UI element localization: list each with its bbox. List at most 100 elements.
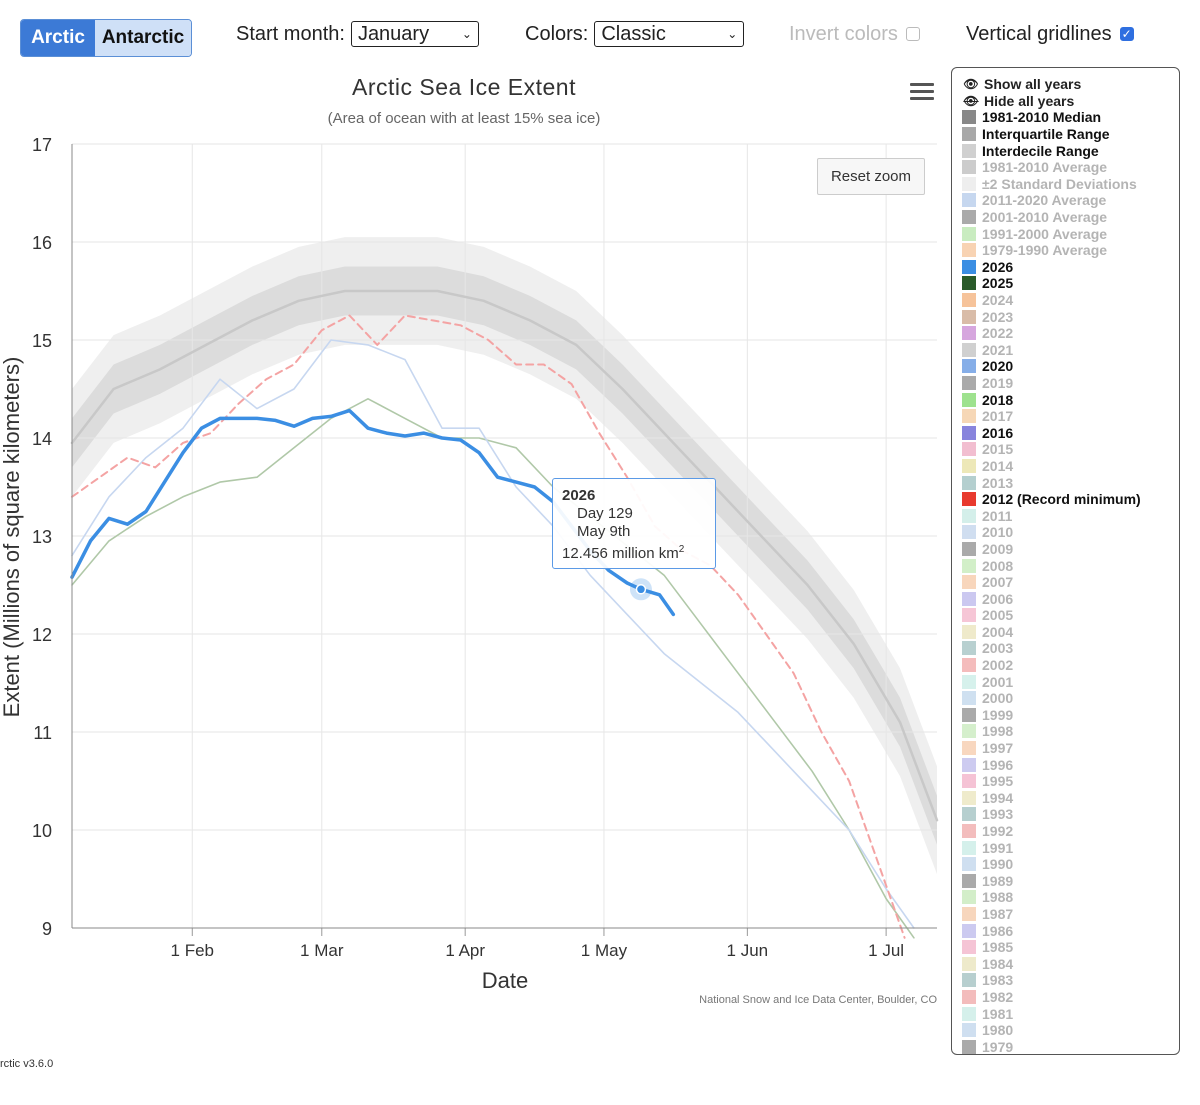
legend-item[interactable]: 1980: [962, 1022, 1179, 1039]
legend-item[interactable]: 2005: [962, 607, 1179, 624]
start-month-value: January: [357, 22, 430, 45]
legend-item[interactable]: 1981: [962, 1005, 1179, 1022]
legend-item[interactable]: 1985: [962, 939, 1179, 956]
vertical-gridlines-checkbox[interactable]: ✓: [1119, 27, 1134, 41]
legend-item-label: 2019: [982, 374, 1014, 391]
legend-item[interactable]: 2026: [962, 259, 1179, 276]
legend-item[interactable]: 1999: [962, 707, 1179, 724]
legend-item[interactable]: 2014: [962, 458, 1179, 475]
legend-swatch: [962, 293, 976, 308]
legend-swatch: [962, 989, 976, 1004]
legend-item[interactable]: 1984: [962, 955, 1179, 972]
legend-item[interactable]: 1986: [962, 922, 1179, 939]
x-tick-label: 1 Jul: [868, 941, 904, 960]
legend-swatch: [962, 541, 976, 556]
legend-item[interactable]: 2012 (Record minimum): [962, 491, 1179, 508]
legend-item[interactable]: 1982: [962, 989, 1179, 1006]
legend-item[interactable]: 1993: [962, 806, 1179, 823]
legend-swatch: [962, 492, 976, 507]
legend-item[interactable]: 2007: [962, 574, 1179, 591]
legend-item[interactable]: 2019: [962, 375, 1179, 392]
legend-item[interactable]: 2017: [962, 408, 1179, 425]
legend-item[interactable]: 2020: [962, 358, 1179, 375]
legend-item[interactable]: 1988: [962, 889, 1179, 906]
legend-swatch: [962, 658, 976, 673]
reset-zoom-button[interactable]: Reset zoom: [817, 158, 925, 195]
legend-item[interactable]: 1991: [962, 839, 1179, 856]
series-line-1981-2010-median: [70, 289, 939, 822]
legend-item[interactable]: 1994: [962, 790, 1179, 807]
legend-item[interactable]: 1996: [962, 756, 1179, 773]
legend-item[interactable]: 1997: [962, 740, 1179, 757]
legend-item[interactable]: 1991-2000 Average: [962, 225, 1179, 242]
legend-item[interactable]: 2011-2020 Average: [962, 192, 1179, 209]
chart-menu-icon[interactable]: [910, 83, 934, 103]
extent-chart[interactable]: 9 10 11 12 13 14 15 16 17 1 Feb 1 Mar 1 Apr 1 May 1 J…: [0, 0, 945, 1000]
legend-item[interactable]: 2002: [962, 657, 1179, 674]
legend-item[interactable]: 1992: [962, 823, 1179, 840]
legend-item-label: 2002: [982, 657, 1014, 674]
invert-colors-checkbox[interactable]: [905, 27, 920, 41]
legend-swatch: [962, 757, 976, 772]
legend-swatch: [962, 641, 976, 656]
legend-item-label: 1985: [982, 939, 1014, 956]
legend-item[interactable]: 2013: [962, 474, 1179, 491]
legend-item[interactable]: 1989: [962, 873, 1179, 890]
legend-item-label: 1995: [982, 773, 1014, 790]
legend-item[interactable]: 1987: [962, 906, 1179, 923]
legend-item[interactable]: 2021: [962, 342, 1179, 359]
legend-item[interactable]: 2001-2010 Average: [962, 209, 1179, 226]
legend-item-label: 1987: [982, 905, 1014, 922]
legend-item[interactable]: 2004: [962, 624, 1179, 641]
legend-item[interactable]: Interdecile Range: [962, 142, 1179, 159]
colors-select[interactable]: Classic ⌄: [594, 21, 745, 47]
y-axis-label: Extent (Millions of square kilometers): [0, 357, 24, 718]
legend-swatch: [962, 259, 976, 274]
legend-item[interactable]: 2011: [962, 507, 1179, 524]
legend-item[interactable]: 1998: [962, 723, 1179, 740]
legend-item[interactable]: 2023: [962, 308, 1179, 325]
legend-item[interactable]: 1995: [962, 773, 1179, 790]
legend-item[interactable]: 1983: [962, 972, 1179, 989]
legend-item-label: 1980: [982, 1022, 1014, 1039]
legend-item[interactable]: 1979: [962, 1038, 1179, 1054]
legend-swatch: [962, 176, 976, 191]
hide-all-years-button[interactable]: 👁 Hide all years: [963, 92, 1075, 109]
legend-item-label: 1996: [982, 756, 1014, 773]
legend-item[interactable]: 1990: [962, 856, 1179, 873]
legend-item[interactable]: ±2 Standard Deviations: [962, 176, 1179, 193]
legend-item[interactable]: 1979-1990 Average: [962, 242, 1179, 259]
legend-item[interactable]: 2024: [962, 292, 1179, 309]
legend-swatch: [962, 591, 976, 606]
legend-item[interactable]: 1981-2010 Median: [962, 109, 1179, 126]
legend-item[interactable]: 2018: [962, 391, 1179, 408]
legend-item[interactable]: 2000: [962, 690, 1179, 707]
legend-item[interactable]: 1981-2010 Average: [962, 159, 1179, 176]
legend-item[interactable]: 2010: [962, 524, 1179, 541]
legend-item[interactable]: 2001: [962, 673, 1179, 690]
legend-item[interactable]: Interquartile Range: [962, 126, 1179, 143]
show-all-years-button[interactable]: 👁 Show all years: [963, 76, 1082, 93]
legend-item-label: 1991: [982, 839, 1014, 856]
start-month-select[interactable]: January ⌄: [350, 21, 479, 47]
legend-item-label: 2016: [982, 424, 1014, 441]
legend-item[interactable]: 2003: [962, 640, 1179, 657]
legend-item[interactable]: 2025: [962, 275, 1179, 292]
legend-item[interactable]: 2009: [962, 541, 1179, 558]
legend-item[interactable]: 2022: [962, 325, 1179, 342]
antarctic-button[interactable]: Antarctic: [95, 20, 191, 56]
legend-swatch: [962, 940, 976, 955]
legend-item[interactable]: 2006: [962, 590, 1179, 607]
legend-item-label: 2003: [982, 640, 1014, 657]
y-tick-label: 10: [32, 821, 52, 841]
interquartile-band: [72, 266, 937, 845]
legend-swatch: [962, 359, 976, 374]
legend-item-label: 2025: [982, 275, 1014, 292]
legend-item[interactable]: 2016: [962, 424, 1179, 441]
legend-item-label: 1992: [982, 823, 1014, 840]
legend-item[interactable]: 2015: [962, 441, 1179, 458]
legend-swatch: [962, 143, 976, 158]
legend-item-label: 1998: [982, 723, 1014, 740]
arctic-button[interactable]: Arctic: [21, 20, 95, 56]
legend-item[interactable]: 2008: [962, 557, 1179, 574]
